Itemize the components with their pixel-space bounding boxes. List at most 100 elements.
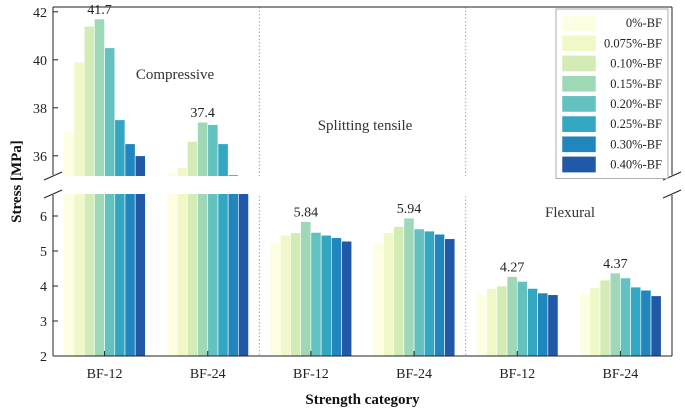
y-tick-label: 2 — [40, 350, 47, 365]
bar — [476, 293, 487, 357]
y-tick-label: 42 — [33, 6, 47, 21]
legend-swatch — [561, 14, 597, 32]
axis-break-layer — [43, 171, 682, 199]
bar — [579, 293, 591, 357]
legend-label: 0.20%-BF — [610, 97, 662, 111]
x-tick-label: BF-24 — [603, 367, 639, 382]
bar — [207, 124, 219, 357]
legend-label: 0.30%-BF — [610, 137, 662, 151]
legend-swatch — [561, 115, 597, 133]
bar — [423, 230, 435, 357]
legend-swatch — [561, 75, 597, 93]
bar — [280, 234, 291, 357]
group-label: Compressive — [136, 67, 215, 83]
bar — [63, 131, 75, 357]
bar — [227, 174, 239, 357]
x-tick-label: BF-12 — [87, 367, 123, 382]
y-tick-label: 38 — [33, 102, 47, 117]
x-tick-label: BF-24 — [190, 367, 226, 382]
bar — [176, 167, 188, 357]
y-axis-title: Stress [MPa] — [9, 140, 25, 223]
bar — [238, 175, 249, 357]
bar — [104, 47, 116, 357]
bar — [547, 294, 559, 357]
legend-swatch — [561, 34, 597, 52]
y-tick-label: 40 — [33, 54, 47, 69]
y-tick-label: 5 — [40, 245, 47, 260]
bar — [609, 272, 621, 357]
bar — [393, 226, 405, 357]
bar — [290, 232, 302, 357]
bar — [217, 143, 229, 357]
legend-label: 0%-BF — [626, 16, 662, 30]
bar — [630, 286, 642, 357]
bar — [434, 233, 445, 357]
bar — [269, 242, 281, 357]
bar — [496, 285, 508, 357]
legend-label: 0.10%-BF — [610, 57, 662, 71]
legend-swatch — [561, 156, 597, 173]
axes-layer — [52, 6, 673, 357]
group-dividers — [258, 7, 467, 356]
legend-swatch — [561, 95, 597, 113]
y-tick-label: 6 — [40, 210, 47, 225]
bar — [320, 234, 332, 357]
group-label: Splitting tensile — [318, 118, 413, 134]
legend-box — [555, 8, 669, 180]
bar — [383, 232, 394, 357]
bar — [403, 217, 415, 357]
bar — [413, 228, 425, 357]
y-tick-label: 36 — [33, 150, 47, 165]
value-annotation: 41.7 — [87, 3, 112, 18]
bar — [527, 288, 538, 357]
bar — [650, 295, 662, 357]
bar — [537, 292, 549, 357]
bar — [341, 240, 353, 357]
bar — [331, 237, 342, 357]
group-label: Flexural — [545, 205, 595, 221]
bar — [310, 232, 322, 357]
value-annotation: 5.94 — [397, 202, 422, 217]
legend: 0%-BF 0.075%-BF 0.10%-BF 0.15%-BF 0.20%-BF 0.… — [555, 8, 669, 180]
axis-break-mark-left-upper — [43, 171, 63, 181]
bar — [589, 287, 601, 357]
axis-break-mark-left-lower — [43, 189, 63, 199]
legend-swatch — [561, 135, 597, 153]
bar — [187, 141, 198, 357]
bar — [166, 172, 178, 357]
y-tick-label: 4 — [40, 280, 47, 295]
x-tick-label: BF-24 — [396, 367, 432, 382]
bar — [599, 279, 611, 357]
group-label-bg — [126, 64, 224, 84]
bar — [516, 281, 528, 357]
value-annotation: 37.4 — [190, 106, 215, 121]
group-label-bg — [535, 202, 605, 222]
legend-label: 0.075%-BF — [604, 36, 662, 50]
bar — [114, 119, 126, 357]
y-tick-label: 3 — [40, 315, 47, 330]
legend-label: 0.25%-BF — [610, 117, 662, 131]
x-axis-title: Strength category — [305, 392, 420, 408]
legend-label: 0.15%-BF — [610, 77, 662, 91]
labels-layer: 2 3 4 5 6 36 38 40 42 BF-12 BF-24 BF-12 BF-24 BF-12 BF… — [9, 3, 638, 408]
bar — [444, 238, 456, 357]
bar — [124, 143, 136, 357]
legend-swatch — [561, 55, 597, 72]
legend-label: 0.40%-BF — [610, 158, 662, 172]
bar — [197, 121, 209, 357]
bar — [73, 61, 85, 357]
value-annotation: 4.37 — [603, 257, 628, 272]
axis-break-mark-right-lower — [662, 189, 682, 199]
value-annotation: 4.27 — [500, 261, 525, 276]
value-annotation: 5.84 — [294, 206, 319, 221]
bar — [372, 242, 384, 357]
group-label-bg — [304, 115, 426, 135]
axis-break-gap — [52, 176, 673, 194]
bar — [506, 276, 518, 357]
x-tick-label: BF-12 — [293, 367, 329, 382]
bar — [486, 288, 498, 357]
bar — [620, 277, 631, 357]
bar — [640, 289, 652, 357]
